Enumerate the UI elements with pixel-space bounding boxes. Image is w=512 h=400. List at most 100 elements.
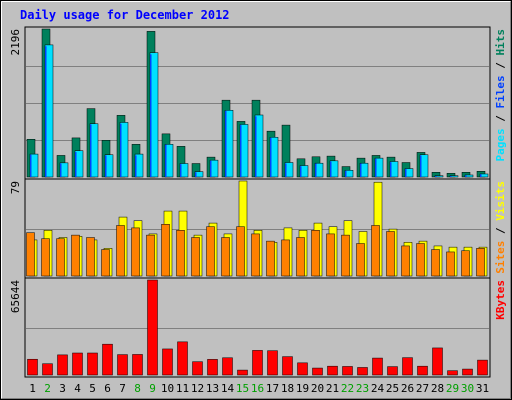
bar-kbytes-day-14 bbox=[222, 357, 233, 376]
bar-pages-day-11 bbox=[180, 164, 182, 177]
bar-sites-day-28 bbox=[431, 249, 440, 277]
panel-kbytes: 65644 KBytes bbox=[9, 277, 507, 378]
bar-pages-day-4 bbox=[75, 152, 77, 177]
x-tick-label-day-4: 4 bbox=[74, 382, 81, 395]
bar-sites-day-11 bbox=[176, 230, 185, 277]
bar-sites-day-31 bbox=[476, 248, 485, 277]
bar-kbytes-day-20 bbox=[312, 367, 323, 376]
bar-pages-day-10 bbox=[165, 144, 167, 177]
x-tick-label-day-5: 5 bbox=[89, 382, 96, 395]
x-tick-label-day-30: 30 bbox=[461, 382, 474, 395]
bar-kbytes-day-31 bbox=[477, 359, 488, 376]
bar-pages-day-23 bbox=[360, 163, 362, 177]
bar-pages-day-15 bbox=[240, 125, 242, 177]
x-tick-label-day-25: 25 bbox=[386, 382, 399, 395]
bar-pages-day-2 bbox=[45, 46, 47, 177]
bar-pages-day-20 bbox=[315, 163, 317, 177]
x-tick-label-day-31: 31 bbox=[476, 382, 489, 395]
bar-kbytes-day-3 bbox=[57, 354, 68, 376]
bar-kbytes-day-28 bbox=[432, 347, 443, 376]
legend-separator: / bbox=[494, 221, 507, 241]
bar-pages-day-30 bbox=[465, 175, 467, 177]
x-tick-label-day-11: 11 bbox=[176, 382, 189, 395]
bar-pages-day-17 bbox=[270, 137, 272, 177]
bar-sites-day-23 bbox=[356, 243, 365, 277]
x-tick-label-day-22: 22 bbox=[341, 382, 354, 395]
bar-pages-day-22 bbox=[345, 170, 347, 177]
bar-sites-day-13 bbox=[206, 226, 215, 277]
bar-sites-day-1 bbox=[26, 232, 35, 277]
bar-sites-day-25 bbox=[386, 231, 395, 277]
x-tick-label-day-8: 8 bbox=[134, 382, 141, 395]
x-tick-label-day-15: 15 bbox=[236, 382, 249, 395]
bar-kbytes-day-17 bbox=[267, 350, 278, 376]
x-tick-label-day-13: 13 bbox=[206, 382, 219, 395]
bar-pages-day-28 bbox=[435, 175, 437, 177]
bar-sites-day-6 bbox=[101, 249, 110, 277]
bar-kbytes-day-16 bbox=[252, 350, 263, 376]
x-tick-label-day-26: 26 bbox=[401, 382, 414, 395]
panel-visits-sites-max-label: 79 bbox=[9, 181, 22, 194]
bar-kbytes-day-26 bbox=[402, 357, 413, 376]
x-tick-label-day-29: 29 bbox=[446, 382, 459, 395]
bar-sites-day-18 bbox=[281, 239, 290, 277]
bar-kbytes-day-8 bbox=[132, 354, 143, 376]
legend-entry-kbytes: KBytes bbox=[494, 280, 507, 320]
bar-pages-day-18 bbox=[285, 163, 287, 177]
bar-kbytes-day-13 bbox=[207, 359, 218, 376]
panel-kbytes-max-label: 65644 bbox=[9, 280, 22, 313]
x-tick-label-day-10: 10 bbox=[161, 382, 174, 395]
x-tick-label-day-18: 18 bbox=[281, 382, 294, 395]
panel-hits-files-pages: 2196 Pages / Files / Hits bbox=[9, 26, 507, 180]
x-tick-label-day-23: 23 bbox=[356, 382, 369, 395]
panel-visits-sites: 79 Sites / Visits bbox=[9, 178, 507, 279]
bar-sites-day-15 bbox=[236, 226, 245, 277]
bar-sites-day-30 bbox=[461, 250, 470, 277]
bar-sites-day-4 bbox=[71, 234, 80, 277]
bar-pages-day-24 bbox=[375, 158, 377, 177]
bar-kbytes-day-24 bbox=[372, 357, 383, 376]
bar-pages-day-21 bbox=[330, 161, 332, 177]
bar-pages-day-26 bbox=[405, 168, 407, 177]
bar-sites-day-2 bbox=[41, 238, 50, 277]
bar-sites-day-7 bbox=[116, 225, 125, 277]
bar-pages-day-9 bbox=[150, 54, 152, 177]
bar-kbytes-day-21 bbox=[327, 365, 338, 376]
bar-kbytes-day-7 bbox=[117, 354, 128, 376]
bar-pages-day-1 bbox=[30, 154, 32, 177]
bar-kbytes-day-4 bbox=[72, 352, 83, 376]
x-tick-label-day-27: 27 bbox=[416, 382, 429, 395]
bar-kbytes-day-18 bbox=[282, 356, 293, 376]
bar-pages-day-5 bbox=[90, 124, 92, 177]
bar-sites-day-14 bbox=[221, 237, 230, 277]
chart-title: Daily usage for December 2012 bbox=[20, 8, 230, 22]
bar-pages-day-14 bbox=[225, 110, 227, 177]
panel-kbytes-legend: KBytes bbox=[494, 280, 507, 320]
legend-entry-sites: Sites bbox=[494, 241, 507, 274]
bar-sites-day-10 bbox=[161, 224, 170, 277]
panel-hits-files-pages-max-label: 2196 bbox=[9, 29, 22, 56]
bar-sites-day-27 bbox=[416, 243, 425, 277]
x-tick-label-day-20: 20 bbox=[311, 382, 324, 395]
bar-sites-day-20 bbox=[311, 230, 320, 277]
bar-pages-day-13 bbox=[210, 160, 212, 177]
legend-separator: / bbox=[494, 109, 507, 129]
x-tick-label-day-16: 16 bbox=[251, 382, 264, 395]
bar-sites-day-3 bbox=[56, 238, 65, 277]
bar-kbytes-day-6 bbox=[102, 343, 113, 376]
bar-sites-day-8 bbox=[131, 227, 140, 277]
x-tick-label-day-2: 2 bbox=[44, 382, 51, 395]
bar-kbytes-day-30 bbox=[462, 368, 473, 376]
bar-pages-day-3 bbox=[60, 163, 62, 177]
legend-entry-files: Files bbox=[494, 75, 507, 108]
bar-sites-day-16 bbox=[251, 233, 260, 277]
legend-entry-hits: Hits bbox=[494, 29, 507, 56]
bar-kbytes-day-19 bbox=[297, 362, 308, 376]
legend-entry-visits: Visits bbox=[494, 181, 507, 221]
x-tick-label-day-21: 21 bbox=[326, 382, 339, 395]
x-tick-label-day-19: 19 bbox=[296, 382, 309, 395]
bar-kbytes-day-10 bbox=[162, 348, 173, 376]
legend-entry-pages: Pages bbox=[494, 128, 507, 161]
x-tick-label-day-1: 1 bbox=[29, 382, 36, 395]
bar-kbytes-day-11 bbox=[177, 341, 188, 376]
